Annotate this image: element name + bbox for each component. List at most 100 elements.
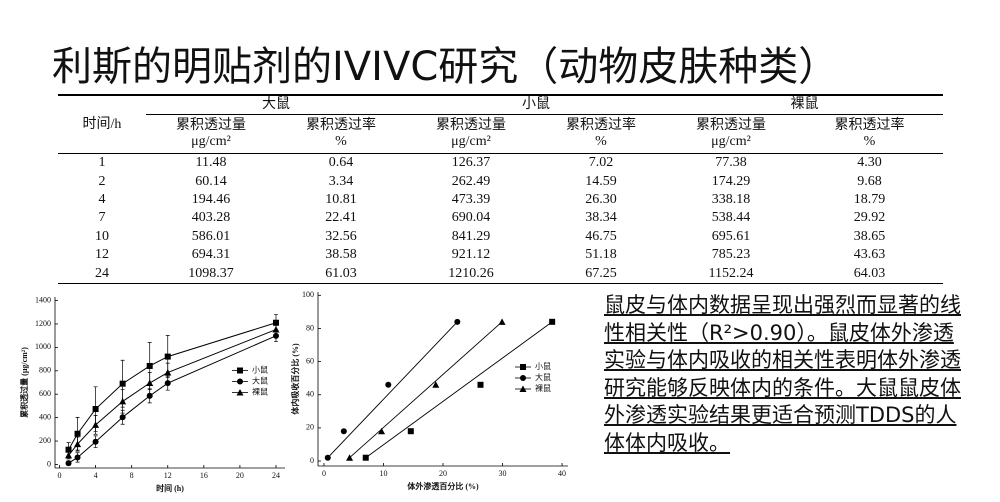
table-cell: 4.30 [857, 155, 882, 171]
legend-marker [519, 385, 527, 392]
y-tick-label: 100 [302, 290, 314, 299]
table-cell: 1210.26 [406, 264, 536, 284]
slide-title: 利斯的明贴剂的IVIVC研究（动物皮肤种类） [52, 44, 839, 90]
sub-header: 累积透过率% [276, 114, 406, 154]
sub-header-unit: μg/cm² [711, 134, 751, 149]
y-tick-label: 1400 [35, 295, 51, 304]
x-tick-label: 10 [379, 469, 387, 478]
y-tick-label: 600 [39, 389, 51, 398]
table-cell: 26.30 [585, 191, 617, 207]
marker [65, 446, 72, 453]
sub-header-label: 累积透过率 [306, 118, 376, 133]
table-cell: 473.39 [451, 191, 491, 207]
group-header: 小鼠 [406, 94, 666, 115]
table-cell: 10.81 [325, 191, 357, 207]
table-header: 时间/h [58, 94, 146, 154]
sub-header: 累积透过率% [796, 114, 943, 154]
group-header: 大鼠 [146, 94, 406, 115]
marker [146, 379, 154, 387]
marker [65, 451, 73, 459]
marker [498, 318, 506, 325]
x-tick-label: 20 [236, 471, 244, 480]
sub-header-unit: % [335, 134, 347, 149]
x-tick-label: 16 [200, 471, 208, 480]
sub-header-unit: % [863, 134, 876, 149]
table-cell: 586.01 [191, 228, 231, 244]
sub-header: 累积透过量 μg/cm² [406, 114, 536, 154]
sub-header: 累积透过量 μg/cm² [666, 114, 796, 154]
table-row: 12 694.31 38.58 921.12 51.18 785.23 43.63 [58, 246, 943, 264]
table-cell: 12 [95, 247, 109, 263]
table-cell: 60.14 [195, 173, 227, 189]
marker [65, 460, 72, 467]
legend-label: 小鼠 [535, 362, 551, 371]
marker [119, 380, 126, 387]
sub-header-label: 累积透过量 [176, 118, 246, 133]
marker [362, 454, 369, 461]
table-cell: 262.49 [451, 173, 491, 189]
y-tick-label: 1200 [35, 319, 51, 328]
table-cell: 2 [98, 173, 106, 189]
table-cell: 10 [95, 228, 109, 244]
x-tick-label: 40 [558, 469, 566, 478]
x-tick-label: 20 [439, 469, 447, 478]
x-axis-label: 体外渗透百分比 (%) [407, 481, 479, 491]
y-axis-label: 累积透过量 (μg/cm²) [19, 347, 29, 418]
marker [407, 428, 414, 435]
table-row: 10 586.01 32.56 841.29 46.75 695.61 38.65 [58, 228, 943, 246]
marker [549, 318, 556, 325]
marker [346, 454, 354, 461]
table-cell: 38.58 [325, 247, 357, 263]
table-cell: 4 [98, 191, 106, 207]
y-tick-label: 80 [306, 323, 314, 332]
table-cell: 1152.24 [666, 264, 796, 284]
marker [385, 381, 392, 388]
marker [454, 318, 461, 325]
legend-marker [236, 389, 244, 396]
x-tick-label: 24 [272, 471, 280, 480]
table-cell: 29.92 [853, 210, 886, 226]
table-row: 7 403.28 22.41 690.04 38.34 538.44 29.92 [58, 209, 943, 227]
table-cell: 9.68 [857, 173, 882, 189]
table-row: 24 1098.37 61.03 1210.26 67.25 1152.24 64.03 [58, 264, 943, 284]
fit-line [349, 321, 503, 459]
table-cell: 174.29 [711, 173, 751, 189]
sub-header-label: 累积透过量 [436, 118, 506, 133]
legend-marker [237, 378, 243, 385]
y-axis-label: 体内吸收百分比 (%) [290, 343, 300, 415]
table-cell: 43.63 [853, 247, 886, 263]
legend-label: 小鼠 [252, 365, 268, 374]
legend-marker [520, 375, 526, 381]
legend-label: 大鼠 [535, 372, 551, 382]
sub-header: 累积透过量 μg/cm² [146, 114, 276, 154]
table-cell: 24 [58, 264, 146, 284]
marker [92, 421, 100, 428]
marker [164, 353, 171, 360]
legend-marker [520, 364, 526, 370]
table-cell: 32.56 [325, 228, 357, 244]
marker [477, 381, 484, 388]
table-cell: 3.34 [328, 173, 354, 189]
legend-label: 裸鼠 [535, 383, 551, 393]
table-row: 4 194.46 10.81 473.39 26.30 338.18 18.79 [58, 191, 943, 209]
sub-header-label: 累积透过率 [834, 118, 905, 133]
table-cell: 7.02 [588, 155, 614, 171]
y-tick-label: 0 [310, 456, 314, 465]
group-header: 裸鼠 [666, 94, 943, 115]
table-cell: 694.31 [191, 247, 231, 263]
table-cell: 338.18 [711, 191, 751, 207]
y-tick-label: 200 [39, 436, 51, 445]
y-tick-label: 60 [306, 356, 314, 365]
x-tick-label: 0 [58, 471, 62, 480]
table-cell: 1 [98, 155, 106, 171]
y-tick-label: 20 [306, 423, 314, 432]
table-row: 1 11.48 0.64 126.37 7.02 77.38 4.30 [58, 154, 943, 173]
marker [119, 397, 127, 405]
table-cell: 38.65 [853, 228, 886, 244]
legend-label: 裸鼠 [252, 386, 268, 396]
table-cell: 7 [98, 210, 106, 226]
table-cell: 785.23 [711, 247, 751, 263]
fit-line [327, 321, 458, 459]
